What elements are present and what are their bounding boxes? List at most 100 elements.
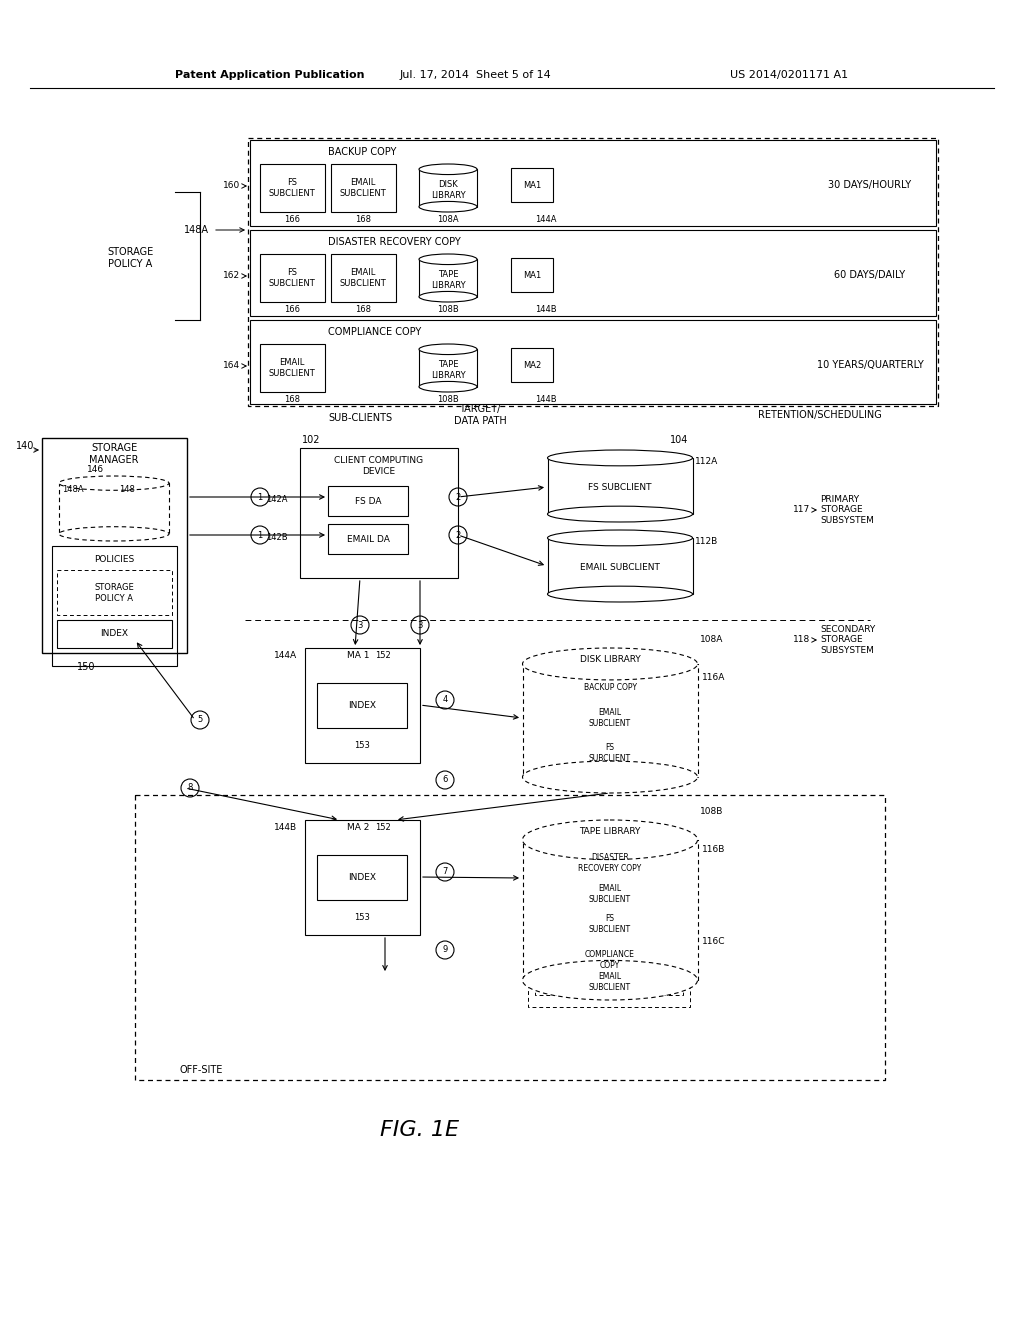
Text: 146: 146 — [87, 466, 104, 474]
Bar — [328, 486, 408, 516]
Text: 116B: 116B — [702, 846, 725, 854]
Bar — [317, 855, 407, 900]
Text: FS DA: FS DA — [354, 496, 381, 506]
Bar — [260, 345, 325, 392]
Text: 108B: 108B — [700, 808, 723, 817]
Text: INDEX: INDEX — [100, 630, 128, 639]
Text: 9: 9 — [442, 945, 447, 954]
Text: 144A: 144A — [536, 215, 557, 224]
Bar — [328, 524, 408, 554]
Text: INDEX: INDEX — [348, 874, 376, 883]
Text: SUB-CLIENTS: SUB-CLIENTS — [328, 413, 392, 422]
Text: COMPLIANCE
COPY: COMPLIANCE COPY — [585, 950, 635, 970]
Text: 144B: 144B — [536, 305, 557, 314]
Text: MA1: MA1 — [523, 181, 541, 190]
Text: 148A: 148A — [183, 224, 209, 235]
Text: 108A: 108A — [700, 635, 723, 644]
Text: 144B: 144B — [536, 396, 557, 404]
Text: EMAIL
SUBCLIENT: EMAIL SUBCLIENT — [589, 884, 631, 904]
Ellipse shape — [419, 292, 477, 302]
Text: 112B: 112B — [695, 537, 718, 546]
Bar — [511, 257, 553, 292]
Bar — [511, 168, 553, 202]
Bar — [300, 447, 458, 578]
Ellipse shape — [522, 762, 697, 793]
Bar — [250, 230, 936, 315]
Text: MA 2: MA 2 — [347, 824, 370, 833]
Ellipse shape — [419, 345, 477, 355]
Text: 152: 152 — [375, 652, 391, 660]
Text: TARGET/
DATA PATH: TARGET/ DATA PATH — [454, 404, 507, 426]
Ellipse shape — [59, 477, 169, 490]
Text: 140: 140 — [15, 441, 34, 451]
Text: MA 1: MA 1 — [347, 652, 370, 660]
Text: FS
SUBCLIENT: FS SUBCLIENT — [268, 268, 315, 288]
Text: BACKUP COPY: BACKUP COPY — [328, 147, 396, 157]
Bar — [528, 676, 690, 698]
Bar — [248, 139, 938, 407]
Text: EMAIL
SUBCLIENT: EMAIL SUBCLIENT — [268, 358, 315, 378]
Bar — [331, 164, 396, 213]
Bar — [419, 350, 477, 387]
Bar — [528, 912, 690, 937]
Text: TAPE
LIBRARY: TAPE LIBRARY — [431, 271, 465, 289]
Text: TAPE
LIBRARY: TAPE LIBRARY — [431, 360, 465, 380]
Text: STORAGE
MANAGER: STORAGE MANAGER — [89, 444, 138, 465]
Text: 116C: 116C — [702, 937, 725, 946]
Text: US 2014/0201171 A1: US 2014/0201171 A1 — [730, 70, 848, 81]
Ellipse shape — [59, 527, 169, 541]
Text: 2: 2 — [456, 531, 461, 540]
Bar — [548, 458, 692, 513]
Bar — [59, 483, 169, 533]
Bar — [535, 970, 683, 995]
Text: 166: 166 — [284, 305, 300, 314]
Bar — [42, 438, 187, 653]
Text: STORAGE
POLICY A: STORAGE POLICY A — [106, 247, 154, 269]
Text: STORAGE
POLICY A: STORAGE POLICY A — [94, 583, 134, 603]
Text: 153: 153 — [354, 913, 370, 923]
Text: 104: 104 — [670, 436, 688, 445]
Bar — [511, 348, 553, 381]
Text: BACKUP COPY: BACKUP COPY — [584, 682, 637, 692]
Text: 153: 153 — [354, 742, 370, 751]
Text: 7: 7 — [442, 867, 447, 876]
Text: 152: 152 — [375, 824, 391, 833]
Text: FS
SUBCLIENT: FS SUBCLIENT — [268, 178, 315, 198]
Bar — [331, 253, 396, 302]
Text: 164: 164 — [223, 362, 240, 371]
Bar — [260, 164, 325, 213]
Text: 162: 162 — [223, 272, 240, 281]
Text: 30 DAYS/HOURLY: 30 DAYS/HOURLY — [828, 180, 911, 190]
Text: 5: 5 — [198, 715, 203, 725]
Text: 1: 1 — [257, 531, 262, 540]
Text: RETENTION/SCHEDULING: RETENTION/SCHEDULING — [758, 411, 882, 420]
Text: 4: 4 — [442, 696, 447, 705]
Text: CLIENT COMPUTING
DEVICE: CLIENT COMPUTING DEVICE — [335, 457, 424, 475]
Text: 108A: 108A — [437, 215, 459, 224]
Ellipse shape — [548, 586, 692, 602]
Text: 8: 8 — [187, 784, 193, 792]
Text: 144A: 144A — [273, 652, 297, 660]
Text: 160: 160 — [223, 181, 240, 190]
Bar — [528, 704, 690, 733]
Text: EMAIL
SUBCLIENT: EMAIL SUBCLIENT — [589, 709, 631, 727]
Text: MA2: MA2 — [523, 360, 541, 370]
Bar — [522, 840, 697, 981]
Bar — [522, 664, 697, 777]
Text: 142B: 142B — [266, 533, 288, 543]
Text: EMAIL SUBCLIENT: EMAIL SUBCLIENT — [580, 564, 659, 573]
Ellipse shape — [548, 531, 692, 546]
Text: 148: 148 — [119, 486, 135, 495]
Text: 1: 1 — [257, 492, 262, 502]
Ellipse shape — [548, 450, 692, 466]
Text: 6: 6 — [442, 776, 447, 784]
Text: 142A: 142A — [266, 495, 288, 504]
Bar — [52, 546, 177, 667]
Text: Jul. 17, 2014  Sheet 5 of 14: Jul. 17, 2014 Sheet 5 of 14 — [400, 70, 552, 81]
Text: 102: 102 — [302, 436, 321, 445]
Text: DISASTER
RECOVERY COPY: DISASTER RECOVERY COPY — [579, 853, 642, 873]
Bar — [305, 820, 420, 935]
Text: 144B: 144B — [273, 824, 297, 833]
Text: 150: 150 — [77, 663, 95, 672]
Text: 2: 2 — [456, 492, 461, 502]
